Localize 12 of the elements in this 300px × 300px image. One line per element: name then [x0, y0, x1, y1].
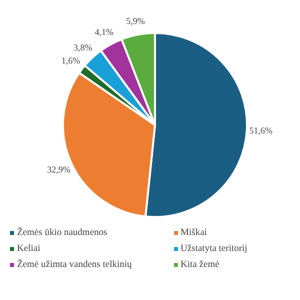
data-label: 51,6%: [249, 126, 273, 136]
data-label: 32,9%: [47, 164, 71, 174]
data-label: 5,9%: [126, 16, 146, 26]
data-label: 3,8%: [73, 42, 93, 52]
legend-label: Keliai: [17, 244, 40, 254]
legend-label: Užstatyta teritorij: [180, 244, 248, 254]
legend-label: Miškai: [180, 228, 207, 238]
data-label: 4,1%: [94, 26, 114, 37]
legend-label: Žemės ūkio naudmenos: [17, 228, 108, 238]
legend-label: Kita žemė: [180, 260, 220, 270]
data-label: 1,6%: [61, 56, 81, 66]
legend-label: Žemė užimta vandens telkinių: [17, 260, 132, 270]
